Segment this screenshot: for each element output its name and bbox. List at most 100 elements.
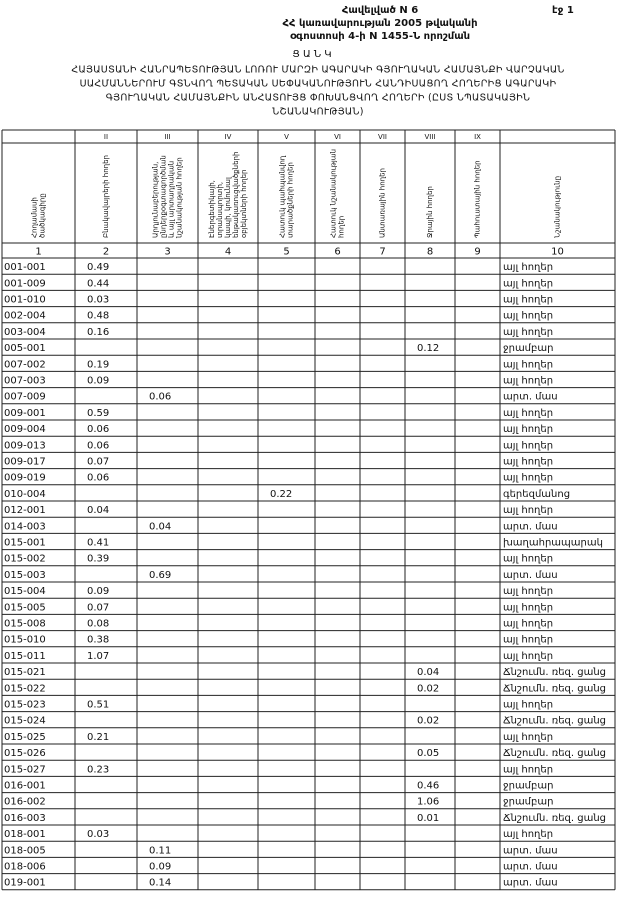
parcel-code: 015-005 bbox=[4, 602, 46, 613]
area-value: 0.06 bbox=[87, 424, 109, 435]
column-header: Ջրային հողեր bbox=[426, 186, 434, 238]
parcel-code: 016-002 bbox=[4, 797, 46, 808]
land-purpose: այլ հողեր bbox=[503, 376, 553, 387]
parcel-code: 009-004 bbox=[4, 424, 46, 435]
land-purpose: արտ. մաս bbox=[503, 878, 558, 889]
land-purpose: արտ. մաս bbox=[503, 862, 558, 873]
parcel-code: 018-001 bbox=[4, 829, 46, 840]
title-word: Ց Ա Ն Կ bbox=[292, 49, 331, 60]
column-roman: V bbox=[284, 133, 289, 141]
column-header: հողեր bbox=[338, 216, 346, 238]
column-number: 5 bbox=[283, 247, 289, 258]
column-header: տարածքների հողեր bbox=[287, 162, 295, 238]
parcel-code: 016-001 bbox=[4, 781, 46, 792]
land-purpose: արտ. մաս bbox=[503, 845, 558, 856]
area-value: 0.04 bbox=[417, 667, 439, 678]
column-header: տրանսպորտի, bbox=[216, 182, 224, 238]
parcel-code: 018-005 bbox=[4, 845, 46, 856]
parcel-code: 007-002 bbox=[4, 359, 46, 370]
column-number: 3 bbox=[164, 247, 170, 258]
column-number: 6 bbox=[334, 247, 340, 258]
parcel-code: 010-004 bbox=[4, 489, 46, 500]
land-purpose: արտ. մաս bbox=[503, 392, 558, 403]
parcel-code: 015-001 bbox=[4, 538, 46, 549]
area-value: 0.69 bbox=[149, 570, 171, 581]
parcel-code: 015-025 bbox=[4, 732, 46, 743]
column-header: Հողամասի bbox=[31, 197, 39, 238]
area-value: 0.01 bbox=[417, 813, 439, 824]
parcel-code: 015-010 bbox=[4, 635, 46, 646]
area-value: 0.05 bbox=[417, 748, 439, 759]
land-purpose: այլ հողեր bbox=[503, 554, 553, 565]
land-purpose: Ճնշումն. ռեզ. ցանց bbox=[503, 813, 606, 824]
column-header: և այլ արտադրական bbox=[168, 161, 176, 238]
area-value: 0.59 bbox=[87, 408, 109, 419]
area-value: 0.38 bbox=[87, 635, 109, 646]
parcel-code: 001-010 bbox=[4, 295, 46, 306]
column-roman: III bbox=[164, 133, 170, 141]
area-value: 0.21 bbox=[87, 732, 109, 743]
land-purpose: Ճնշումն. ռեզ. ցանց bbox=[503, 748, 606, 759]
land-purpose: Ճնշումն. ռեզ. ցանց bbox=[503, 716, 606, 727]
column-roman: IV bbox=[225, 133, 232, 141]
parcel-code: 007-009 bbox=[4, 392, 46, 403]
area-value: 0.03 bbox=[87, 829, 109, 840]
column-header: ենթակառուցվածքների bbox=[232, 152, 240, 238]
column-number: 9 bbox=[474, 247, 480, 258]
land-purpose: այլ հողեր bbox=[503, 602, 553, 613]
column-header: Պահուստային հողեր bbox=[474, 160, 482, 238]
area-value: 0.02 bbox=[417, 683, 439, 694]
parcel-code: 015-027 bbox=[4, 764, 46, 775]
title-line: ԳՅՈՒՂԱԿԱՆ ՀԱՄԱՅՆՔԻՆ ԱՆՀԱՏՈՒՅՑ ՓՈԽԱՆՑՎՈՂ … bbox=[106, 93, 531, 104]
land-purpose: այլ հողեր bbox=[503, 278, 553, 289]
column-roman: VI bbox=[334, 133, 341, 141]
area-value: 0.44 bbox=[87, 278, 109, 289]
parcel-code: 015-008 bbox=[4, 619, 46, 630]
column-roman: VIII bbox=[425, 133, 436, 141]
area-value: 0.39 bbox=[87, 554, 109, 565]
title-line: ՀԱՅԱՍՏԱՆԻ ՀԱՆՐԱՊԵՏՈՒԹՅԱՆ ԼՈՌՈՒ ՄԱՐԶԻ ԱԳԱ… bbox=[71, 65, 564, 76]
land-purpose: այլ հողեր bbox=[503, 262, 553, 273]
parcel-code: 015-002 bbox=[4, 554, 46, 565]
column-header: Բնակավայրերի հողեր bbox=[102, 155, 110, 238]
parcel-code: 015-024 bbox=[4, 716, 46, 727]
parcel-code: 001-001 bbox=[4, 262, 46, 273]
area-value: 0.23 bbox=[87, 764, 109, 775]
area-value: 0.22 bbox=[270, 489, 292, 500]
area-value: 0.06 bbox=[149, 392, 171, 403]
column-header: Հատուկ նշանակության bbox=[330, 149, 338, 238]
parcel-code: 009-017 bbox=[4, 457, 46, 468]
page-number: էջ 1 bbox=[552, 5, 574, 16]
column-header: Արդյունաբերության, bbox=[152, 162, 160, 238]
parcel-code: 015-011 bbox=[4, 651, 46, 662]
land-purpose: այլ հողեր bbox=[503, 327, 553, 338]
parcel-code: 001-009 bbox=[4, 278, 46, 289]
column-header: Անտառային հողեր bbox=[379, 168, 387, 238]
land-purpose: ջրամբար bbox=[503, 781, 553, 792]
area-value: 0.03 bbox=[87, 295, 109, 306]
annex: Հավելված N 6 bbox=[342, 5, 418, 16]
parcel-code: 002-004 bbox=[4, 311, 46, 322]
area-value: 0.11 bbox=[149, 845, 171, 856]
column-header: Նշանակությունը bbox=[554, 176, 562, 238]
column-number: 7 bbox=[379, 247, 385, 258]
header-line: ՀՀ կառավարության 2005 թվականի bbox=[282, 18, 477, 29]
area-value: 0.06 bbox=[87, 440, 109, 451]
area-value: 0.46 bbox=[417, 781, 439, 792]
parcel-code: 019-001 bbox=[4, 878, 46, 889]
land-purpose: այլ հողեր bbox=[503, 359, 553, 370]
area-value: 0.51 bbox=[87, 700, 109, 711]
area-value: 1.06 bbox=[417, 797, 439, 808]
land-purpose: այլ հողեր bbox=[503, 586, 553, 597]
column-header: նշանակության հողեր bbox=[176, 157, 184, 239]
land-purpose: այլ հողեր bbox=[503, 505, 553, 516]
area-value: 0.41 bbox=[87, 538, 109, 549]
column-number: 4 bbox=[225, 247, 231, 258]
land-purpose: ջրամբար bbox=[503, 797, 553, 808]
area-value: 0.14 bbox=[149, 878, 171, 889]
land-purpose: այլ հողեր bbox=[503, 700, 553, 711]
land-purpose: ջրամբար bbox=[503, 343, 553, 354]
parcel-code: 009-019 bbox=[4, 473, 46, 484]
area-value: 0.02 bbox=[417, 716, 439, 727]
